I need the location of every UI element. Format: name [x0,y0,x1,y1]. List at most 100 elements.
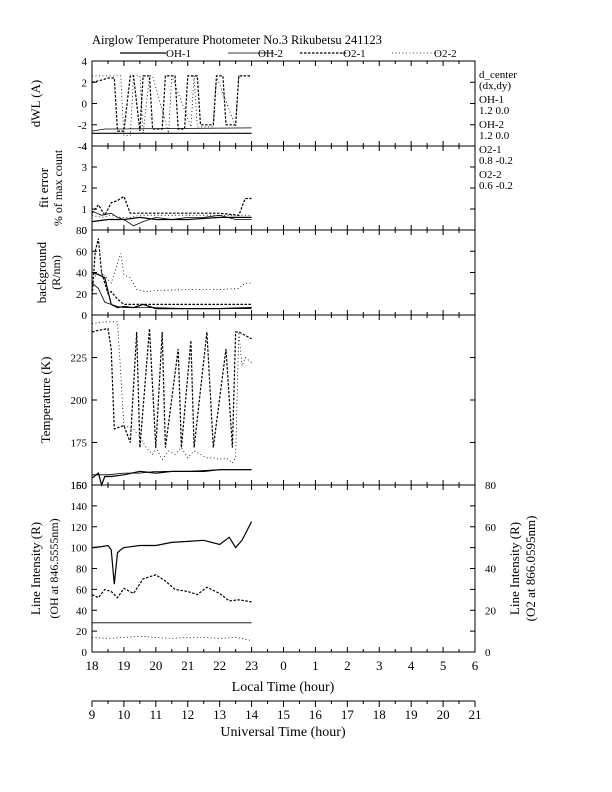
ut-tick-label: 13 [213,707,226,722]
series-line-oh-1 [92,216,252,223]
figure-header: Airglow Temperature Photometer No.3 Riku… [92,33,457,60]
series-line-oh-2 [92,127,252,132]
local-time-tick-label: 20 [149,658,162,673]
d-center-notes: d_center (dx,dy) OH-1 1.2 0.0 OH-2 1.2 0… [479,69,517,192]
y-tick-label: 1 [82,204,88,216]
y-tick-label: 0 [82,310,88,322]
ut-tick-label: 12 [181,707,194,722]
y-tick-label: 60 [76,584,88,596]
ut-tick-label: 15 [277,707,290,722]
y-right-axis-label-2: (O2 at 866.0595nm) [523,516,538,622]
panel-4: 150 175 200 225 Temperature (K) [38,314,476,492]
local-time-tick-label: 5 [440,658,447,673]
local-time-tick-label: 6 [472,658,479,673]
y-tick-label: 4 [82,141,88,153]
y-right-tick-label: 60 [485,522,497,534]
y-tick-label: -4 [78,141,88,153]
y-right-tick-label: 20 [485,605,497,617]
ut-tick-label: 17 [341,707,355,722]
d-center-o21-values: 0.8 -0.2 [479,155,513,167]
series-line-o2-1 [92,195,252,217]
ut-tick-label: 9 [89,707,96,722]
d-center-oh2-values: 1.2 0.0 [479,130,510,142]
y-tick-label: 0 [82,647,88,659]
y-axis-label-2: (OH at 846.5555nm) [47,518,61,618]
series-line-o2-1 [92,327,252,448]
local-time-tick-label: 21 [181,658,194,673]
y-right-tick-label: 0 [485,647,491,659]
y-axis-label: background [34,241,49,303]
y-tick-label: 3 [82,162,88,174]
y-tick-label: 0 [82,99,88,111]
series-line-o2-2 [92,75,252,136]
d-center-o22-label: O2-2 [479,169,502,181]
y-tick-label: 120 [71,522,88,534]
y-axis-label: dWL (A) [28,80,43,128]
series-line-o2-1 [92,574,252,603]
y-tick-label: 200 [71,395,88,407]
y-axis-label: Line Intensity (R) [28,522,43,615]
d-center-o21-label: O2-1 [479,144,502,156]
y-right-tick-label: 80 [485,480,497,492]
legend-label-oh-2: OH-2 [258,48,283,60]
y-tick-label: 160 [71,480,88,492]
y-axis-label: fit error [36,167,51,208]
d-center-subtitle: (dx,dy) [479,80,511,92]
y-tick-label: 40 [76,605,88,617]
local-time-tick-label: 2 [344,658,351,673]
legend: OH-1 OH-2 O2-1 O2-2 [120,48,457,60]
ut-tick-label: 19 [405,707,418,722]
y-tick-label: 20 [76,289,88,301]
series-line-oh-1 [92,521,253,585]
panel-frame [91,145,476,231]
series-line-o2-2 [92,321,252,464]
panel-5: 160 140 120 100 80 60 40 20 0 80 60 40 20 0 Line Inten… [28,480,538,659]
d-center-title: d_center [479,69,517,81]
x-axes: Local Time (hour) Universal Time (hour) … [86,658,482,740]
local-time-tick-label: 3 [376,658,383,673]
y-tick-label: 40 [76,268,88,280]
d-center-oh1-values: 1.2 0.0 [479,105,510,117]
local-time-tick-label: 0 [280,658,287,673]
panel-frame [91,314,476,486]
series-line-oh-1 [92,271,252,310]
series-line-oh-2 [92,282,252,310]
ut-tick-label: 20 [437,707,450,722]
panel-1: 4 2 0 -2 -4 dWL (A) [28,56,476,153]
local-time-tick-label: 1 [312,658,319,673]
legend-label-o2-2: O2-2 [434,48,457,60]
local-time-tick-label: 22 [213,658,226,673]
y-tick-label: 225 [71,353,88,365]
d-center-oh2-label: OH-2 [479,119,504,131]
series-line-o2-2 [92,214,252,218]
ut-axis-label: Universal Time (hour) [220,725,346,740]
local-time-tick-label: 4 [408,658,415,673]
series-line-o2-2 [92,253,252,293]
y-axis-label-2: % of max count [51,149,65,226]
ut-tick-label: 10 [117,707,130,722]
ut-tick-label: 14 [245,707,259,722]
ut-tick-label: 11 [150,707,163,722]
y-tick-label: 4 [82,56,88,68]
y-axis-label-2: (R/nm) [49,255,63,290]
ut-tick-label: 21 [469,707,482,722]
local-time-tick-label: 23 [245,658,258,673]
local-time-axis-label: Local Time (hour) [232,680,335,695]
y-right-tick-label: 40 [485,564,497,576]
y-tick-label: 150 [71,480,88,492]
local-time-tick-label: 19 [117,658,130,673]
d-center-oh1-label: OH-1 [479,94,504,106]
y-tick-label: 140 [71,501,88,513]
y-axis-label: Temperature (K) [38,357,53,444]
series-line-oh-2 [92,469,252,476]
series-line-o2-1 [92,75,252,132]
y-tick-label: 20 [76,626,88,638]
y-tick-label: 80 [76,564,88,576]
series-line-o2-1 [92,238,252,305]
y-tick-label: 0 [82,225,88,237]
y-tick-label: 175 [71,438,88,450]
y-tick-label: 100 [71,543,88,555]
y-tick-label: 2 [82,77,88,89]
panel-frame [91,229,476,316]
